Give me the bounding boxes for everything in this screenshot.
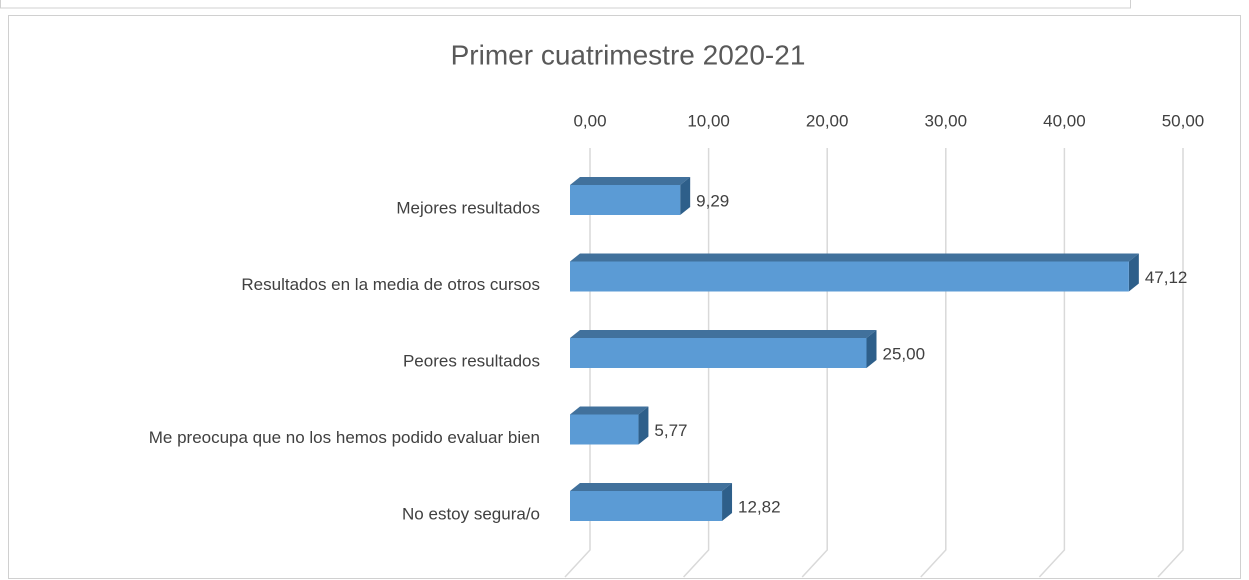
y-tick-label: Me preocupa que no los hemos podido eval… xyxy=(149,428,540,447)
bar xyxy=(570,406,649,445)
bar xyxy=(570,330,877,368)
bar xyxy=(570,483,733,521)
bar-side xyxy=(1128,253,1139,292)
bar-front xyxy=(570,414,639,445)
bar xyxy=(570,177,691,215)
value-label: 12,82 xyxy=(738,497,781,516)
bar-top xyxy=(570,330,877,338)
bar-side xyxy=(866,330,877,368)
bar-front xyxy=(570,491,723,521)
y-tick-label: Mejores resultados xyxy=(396,198,540,217)
y-tick-label: Peores resultados xyxy=(403,351,540,370)
value-label: 9,29 xyxy=(696,191,729,210)
bar-front xyxy=(570,261,1129,292)
value-label: 47,12 xyxy=(1145,268,1188,287)
bar-side xyxy=(722,483,733,521)
value-label: 25,00 xyxy=(883,344,926,363)
x-tick-label: 50,00 xyxy=(1162,111,1205,130)
x-tick-label: 40,00 xyxy=(1043,111,1086,130)
bar xyxy=(570,253,1139,292)
bar-top xyxy=(570,483,733,491)
x-tick-label: 30,00 xyxy=(925,111,968,130)
value-label: 5,77 xyxy=(654,421,687,440)
x-tick-label: 10,00 xyxy=(687,111,730,130)
bar-top xyxy=(570,406,649,415)
chart-title: Primer cuatrimestre 2020-21 xyxy=(451,39,806,70)
x-tick-label: 0,00 xyxy=(573,111,606,130)
grid-line xyxy=(1157,148,1184,578)
y-tick-label: No estoy segura/o xyxy=(402,504,540,523)
bar-front xyxy=(570,338,867,368)
bar-top xyxy=(570,177,691,185)
y-tick-label: Resultados en la media de otros cursos xyxy=(241,275,540,294)
top-frame xyxy=(0,0,1131,9)
bar-side xyxy=(638,406,649,445)
bar-top xyxy=(570,253,1139,262)
x-tick-label: 20,00 xyxy=(806,111,849,130)
bar-side xyxy=(680,177,691,215)
bar-front xyxy=(570,185,681,215)
